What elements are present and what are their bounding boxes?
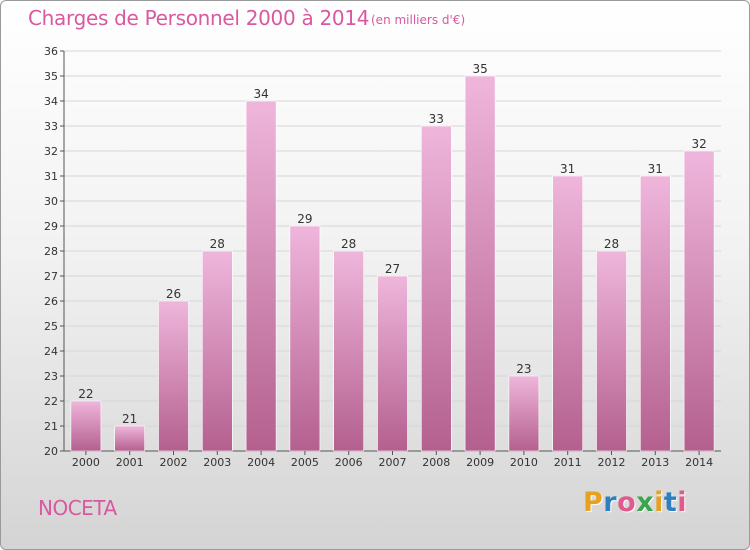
- y-tick-label: 20: [44, 445, 58, 458]
- bar: [639, 175, 671, 452]
- x-tick-label: 2010: [510, 456, 538, 469]
- bar: [508, 375, 540, 452]
- commune-name: NOCETA: [38, 496, 117, 520]
- y-tick-label: 31: [44, 170, 58, 183]
- data-label: 26: [166, 287, 181, 301]
- y-tick-label: 25: [44, 320, 58, 333]
- bar: [377, 275, 408, 452]
- x-tick-label: 2001: [116, 456, 144, 469]
- data-label: 27: [385, 262, 400, 276]
- logo-letter: t: [663, 487, 678, 518]
- y-tick-label: 21: [44, 420, 58, 433]
- bar: [333, 250, 365, 452]
- bars: [70, 75, 715, 452]
- data-label: 33: [429, 112, 444, 126]
- y-tick-label: 32: [44, 145, 58, 158]
- y-tick-label: 30: [44, 195, 58, 208]
- bar: [552, 175, 584, 452]
- y-tick-label: 33: [44, 120, 58, 133]
- x-tick-label: 2000: [72, 456, 100, 469]
- x-tick-label: 2006: [335, 456, 363, 469]
- chart-title: Charges de Personnel 2000 à 2014: [28, 6, 370, 30]
- y-tick-label: 27: [44, 270, 58, 283]
- x-tick-label: 2005: [291, 456, 319, 469]
- proxiti-logo[interactable]: Proxiti: [583, 487, 687, 518]
- data-label: 23: [516, 362, 531, 376]
- data-label: 28: [341, 237, 356, 251]
- bar: [114, 425, 145, 452]
- bar: [70, 400, 102, 452]
- data-label: 35: [472, 62, 487, 76]
- x-tick-label: 2003: [203, 456, 231, 469]
- y-tick-label: 35: [44, 70, 58, 83]
- bar: [464, 75, 496, 452]
- x-tick-label: 2007: [379, 456, 407, 469]
- data-label: 28: [604, 237, 619, 251]
- y-tick-label: 34: [44, 95, 58, 108]
- data-label: 31: [560, 162, 575, 176]
- y-tick-label: 22: [44, 395, 58, 408]
- bar: [245, 100, 277, 452]
- data-label: 32: [691, 137, 706, 151]
- logo-letter: o: [617, 487, 637, 518]
- x-tick-label: 2013: [641, 456, 669, 469]
- bar: [158, 300, 189, 452]
- y-tick-labels: 20 21 22 23 24 25 26 27 28 29 30 31 32 33 34 35 36: [44, 45, 58, 458]
- y-tick-label: 29: [44, 220, 58, 233]
- x-tick-label: 2008: [422, 456, 450, 469]
- x-tick-labels: 2000 2001 2002 2003 2004 2005 2006 2007 2008 2009…: [72, 451, 713, 469]
- logo-letter: i: [677, 487, 688, 518]
- chart-subtitle: (en milliers d'€): [371, 13, 466, 27]
- logo-letter: P: [583, 487, 604, 518]
- data-label: 21: [122, 412, 137, 426]
- bar: [420, 125, 452, 452]
- logo-letter: x: [636, 487, 655, 518]
- data-label: 34: [253, 87, 268, 101]
- data-label: 22: [78, 387, 93, 401]
- y-tick-label: 28: [44, 245, 58, 258]
- x-tick-label: 2012: [598, 456, 626, 469]
- y-tick-label: 24: [44, 345, 58, 358]
- x-tick-label: 2004: [247, 456, 275, 469]
- x-tick-label: 2002: [160, 456, 188, 469]
- bar: [202, 250, 233, 452]
- data-label: 31: [648, 162, 663, 176]
- bar: [596, 250, 627, 452]
- bar: [683, 150, 715, 452]
- x-tick-label: 2014: [685, 456, 713, 469]
- y-tick-label: 23: [44, 370, 58, 383]
- x-tick-label: 2011: [554, 456, 582, 469]
- bar: [289, 225, 321, 452]
- logo-letter: r: [603, 487, 618, 518]
- x-tick-label: 2009: [466, 456, 494, 469]
- logo-letter: i: [654, 487, 664, 518]
- y-tick-label: 36: [44, 45, 58, 58]
- data-labels: 22 21 26 28 34 29 28 27 33 35 23 31 28 31 32: [78, 62, 706, 426]
- data-label: 28: [210, 237, 225, 251]
- y-tick-label: 26: [44, 295, 58, 308]
- data-label: 29: [297, 212, 312, 226]
